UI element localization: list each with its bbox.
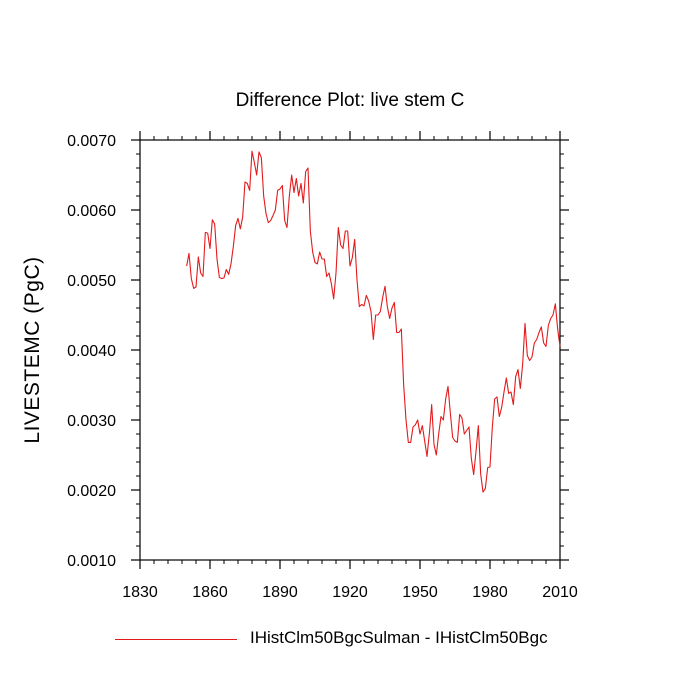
legend-label: IHistClm50BgcSulman - IHistClm50Bgc [250,628,548,647]
y-tick-label: 0.0040 [67,343,116,360]
x-tick-label: 1830 [122,584,158,601]
x-tick-label: 1950 [402,584,438,601]
major-ticks [131,131,569,569]
x-tick-label: 1860 [192,584,228,601]
y-tick-label: 0.0070 [67,133,116,150]
series-line [186,150,561,493]
legend-line-swatch [115,639,237,640]
tick-labels: 1830 1860 1890 1920 1950 1980 2010 0.0010 0.0020… [67,133,578,601]
x-tick-label: 2010 [542,584,578,601]
y-tick-label: 0.0010 [67,553,116,570]
y-tick-label: 0.0020 [67,483,116,500]
legend: IHistClm50BgcSulman - IHistClm50Bgc [115,628,635,652]
plot-border [139,139,561,561]
x-tick-label: 1890 [262,584,298,601]
y-tick-label: 0.0050 [67,273,116,290]
x-tick-label: 1980 [472,584,508,601]
y-tick-label: 0.0060 [67,203,116,220]
y-tick-label: 0.0030 [67,413,116,430]
chart-title: Difference Plot: live stem C [235,90,465,111]
series-layer [186,150,561,493]
x-tick-label: 1920 [332,584,368,601]
axes-frame [139,139,561,561]
minor-ticks [136,136,564,564]
